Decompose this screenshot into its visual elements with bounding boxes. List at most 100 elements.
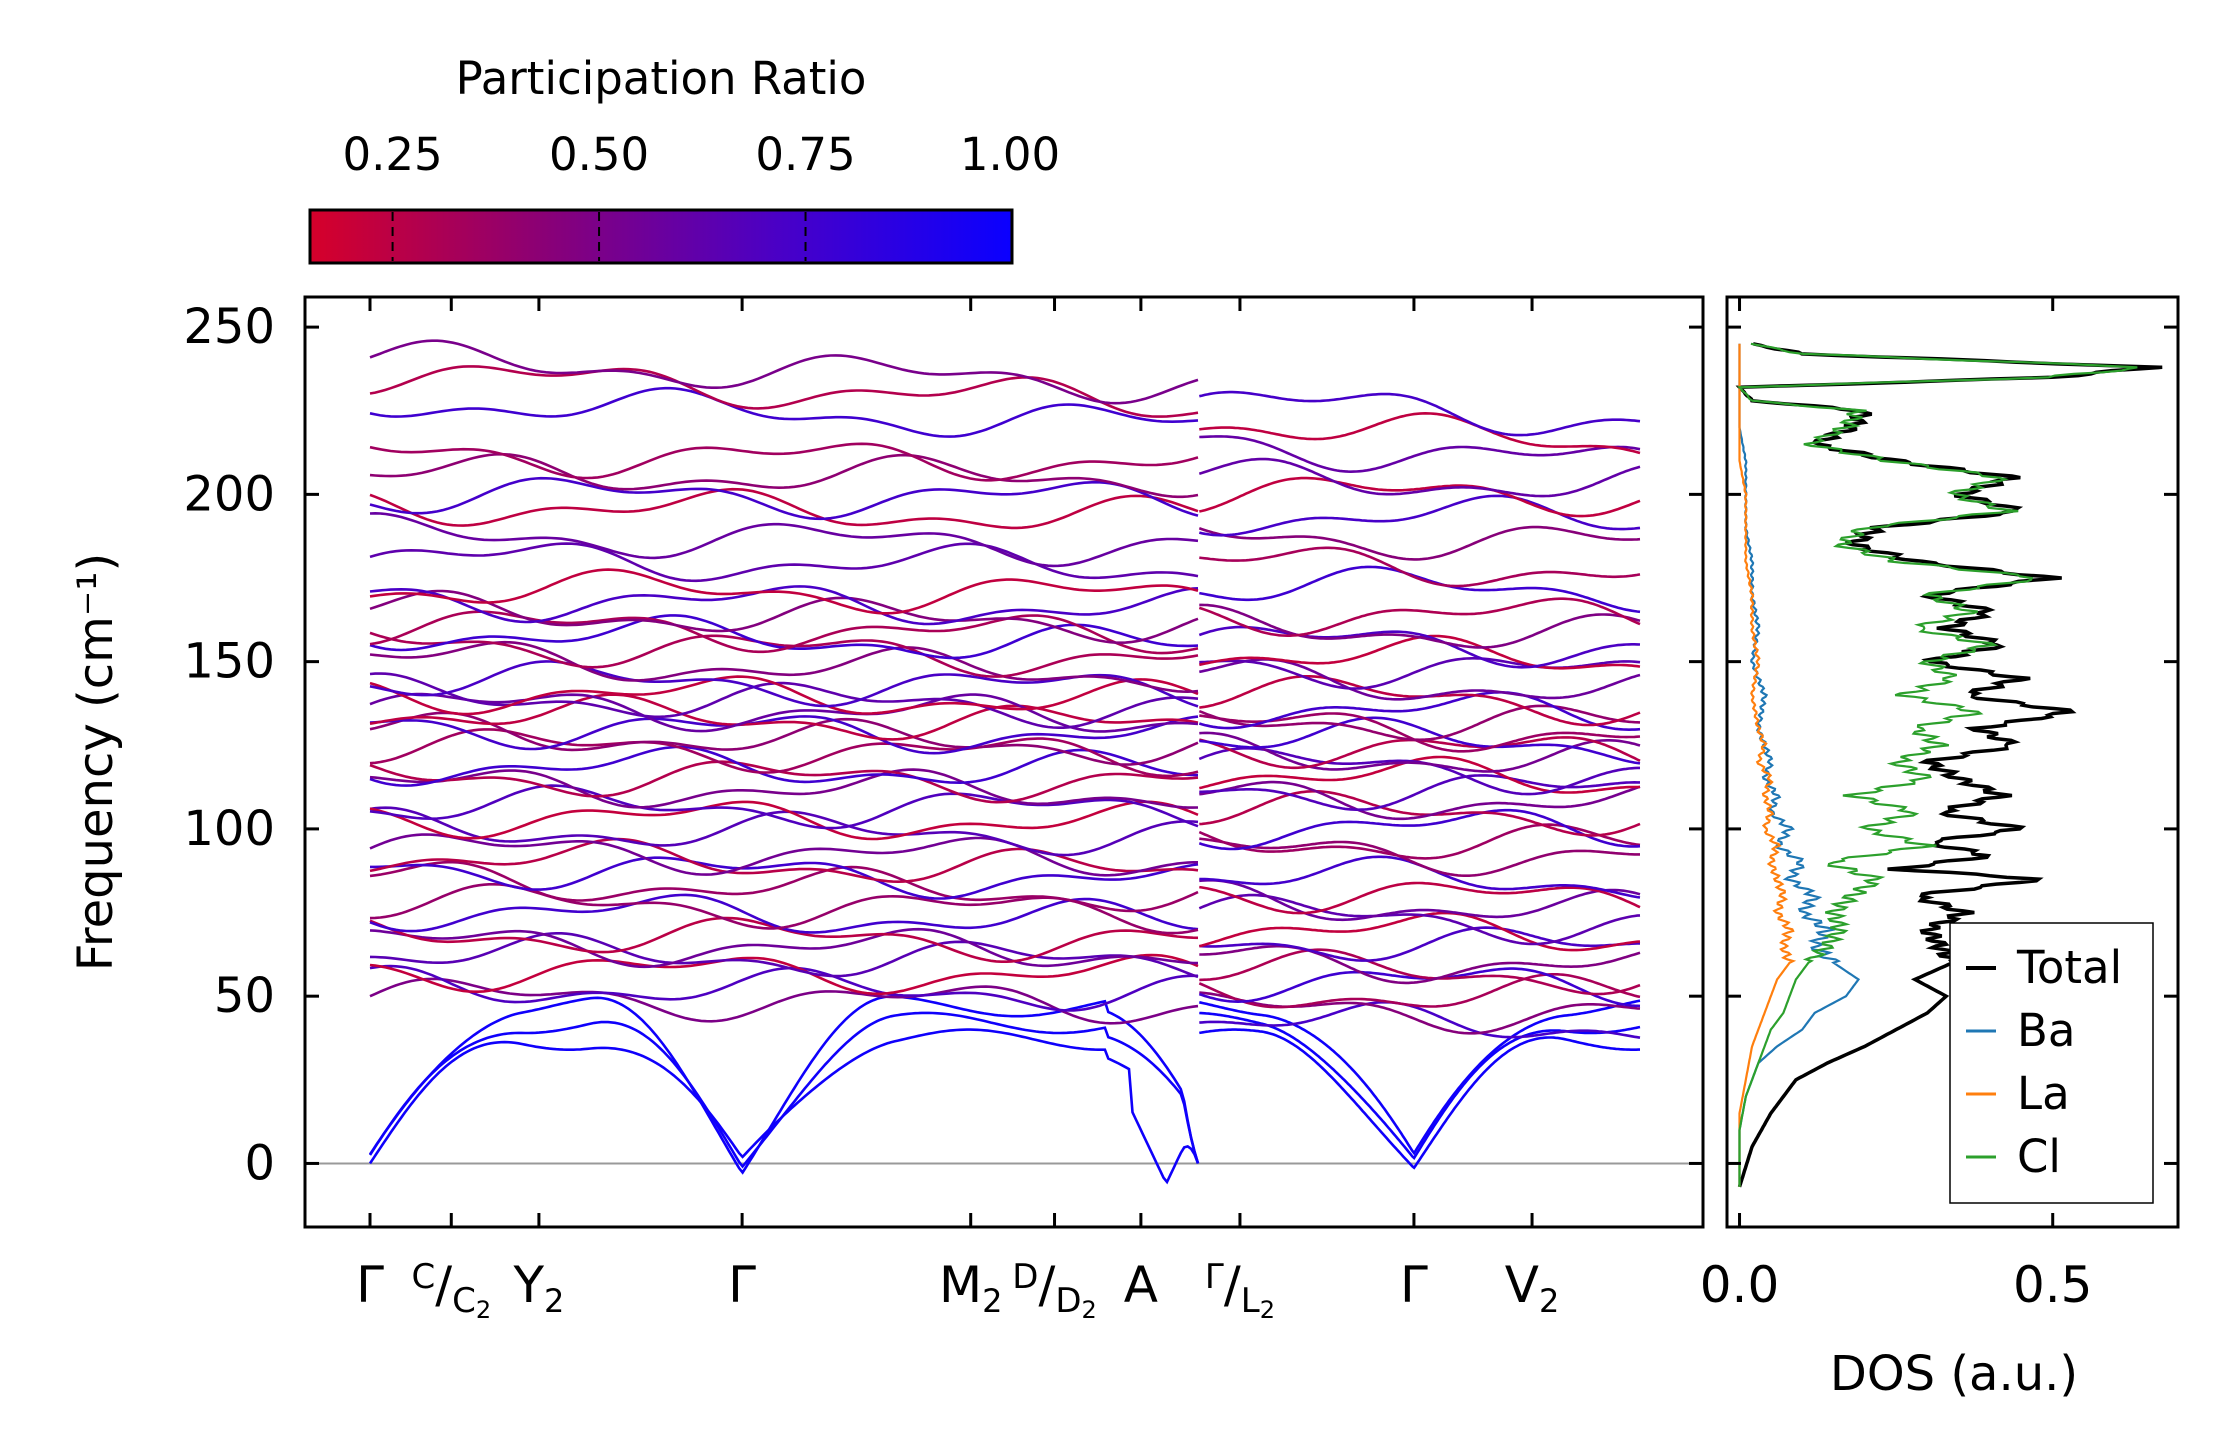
optical-branch [369,800,1199,841]
colorbar-bar [308,208,1014,265]
legend-label-cl: Cl [2017,1130,2061,1183]
optical-branch [369,487,1199,530]
dos-curves [1735,342,2163,1188]
optical-branch [1198,525,1641,561]
dos-curve-la [1738,343,1797,1187]
optical-branch [1198,597,1641,638]
optical-branch [369,833,1198,877]
colorbar-ticks [391,212,807,261]
optical-branch [1199,855,1641,899]
optical-branch [369,631,1199,678]
colorbar-tick-labels: 0.25 0.50 0.75 1.00 [342,128,1060,181]
dos-curve-cl [1737,342,2138,1187]
band-y-tick-label: 0 [244,1135,275,1191]
optical-branch [369,760,1199,804]
optical-branch [1198,494,1641,537]
optical-branch [369,542,1199,583]
legend-label-la: La [2017,1067,2070,1120]
band-y-axis-label: Frequency (cm⁻¹) [68,553,124,971]
optical-branch [1199,546,1641,588]
optical-branch [1198,690,1641,732]
optical-branch [1199,789,1641,837]
dos-x-tick-label: 0.5 [2013,1256,2093,1314]
dos-legend: Total Ba La Cl [1949,922,2154,1204]
dos-x-tick-label: 0.0 [1700,1256,1780,1314]
dos-curve-ba [1738,343,1861,1187]
kpoint-label: V2 [1505,1256,1560,1320]
optical-branch [1199,435,1641,474]
optical-branch [369,693,1199,741]
optical-branch [369,927,1199,969]
optical-branch [369,365,1199,418]
band-y-tick-label: 250 [183,299,275,355]
legend-label-total: Total [2016,941,2122,994]
kpoint-label: Y2 [512,1256,564,1320]
optical-branch [1198,972,1641,1009]
phonon-bands [368,339,1641,1185]
legend-label-ba: Ba [2017,1004,2075,1057]
acoustic-branch [368,1011,1200,1169]
optical-branch [369,931,1199,979]
band-x-ticks: Γ C/C2 Y2 Γ M2D/D2 A Γ/L2 Γ V2 [356,297,1559,1324]
optical-branch [369,568,1199,615]
kpoint-label: M2 [939,1256,1003,1320]
optical-branch [369,768,1199,809]
dos-x-axis-label: DOS (a.u.) [1830,1346,2078,1402]
colorbar-tick-label: 0.75 [755,128,855,181]
acoustic-branch [368,995,1200,1175]
dos-curve-total [1735,342,2163,1188]
optical-branch [1199,476,1641,518]
kpoint-label: A [1124,1256,1158,1314]
optical-branch [369,386,1199,438]
optical-branch [369,614,1199,660]
optical-branch [369,692,1199,733]
optical-branch [369,916,1199,964]
optical-branch [369,882,1199,935]
optical-branch [1199,565,1641,614]
optical-branch [1198,808,1641,851]
acoustic-branch [1199,1028,1640,1170]
optical-branch [1199,716,1641,765]
kpoint-label: D/D2 [1012,1256,1097,1324]
colorbar-title: Participation Ratio [456,52,867,105]
optical-branch [1199,411,1641,455]
optical-branch [369,715,1199,755]
optical-branch [369,784,1199,830]
optical-branch [1199,878,1641,922]
optical-branch [1198,967,1641,1008]
acoustic-branch [1199,1011,1641,1160]
band-y-tick-label: 200 [183,466,275,522]
optical-branch [1199,944,1641,985]
band-y-tick-label: 150 [183,634,275,690]
optical-branch [1199,780,1641,821]
optical-branch [1199,837,1640,878]
optical-branch [369,675,1199,716]
optical-branch [370,856,1199,900]
optical-branch [1199,603,1641,649]
dos-ticks: 0.0 0.5 [1700,297,2178,1314]
optical-branch [1199,1000,1641,1039]
colorbar: Participation Ratio 0.25 0.50 0.75 1.00 [308,52,1060,265]
dos-panel: 0.0 0.5 DOS (a.u.) Total Ba La Cl [1700,295,2180,1402]
optical-branch [1199,881,1641,915]
band-y-ticks: 0 50 100 150 200 250 [183,299,1703,1191]
optical-branch [369,452,1199,499]
optical-branch [1198,704,1641,742]
optical-branch [369,476,1199,521]
optical-branch [1199,755,1640,794]
optical-branch [369,711,1199,766]
optical-branch [1198,625,1641,669]
dos-panel-frame [1725,295,2180,1229]
band-structure-panel: 0 50 100 150 200 250 Γ C/C2 Y2 Γ M2D/D2 A Γ/L2 Γ V2 F… [68,295,1705,1324]
optical-branch [369,442,1199,482]
optical-branch [369,806,1199,857]
colorbar-tick-label: 0.50 [549,128,649,181]
optical-branch [1198,457,1641,498]
optical-branch [1199,674,1641,727]
kpoint-label: Γ [356,1256,384,1314]
optical-branch [1199,731,1641,773]
optical-branch [1199,948,1641,996]
optical-branch [369,977,1199,1025]
band-y-tick-label: 100 [183,801,275,857]
band-panel-frame [303,295,1705,1229]
